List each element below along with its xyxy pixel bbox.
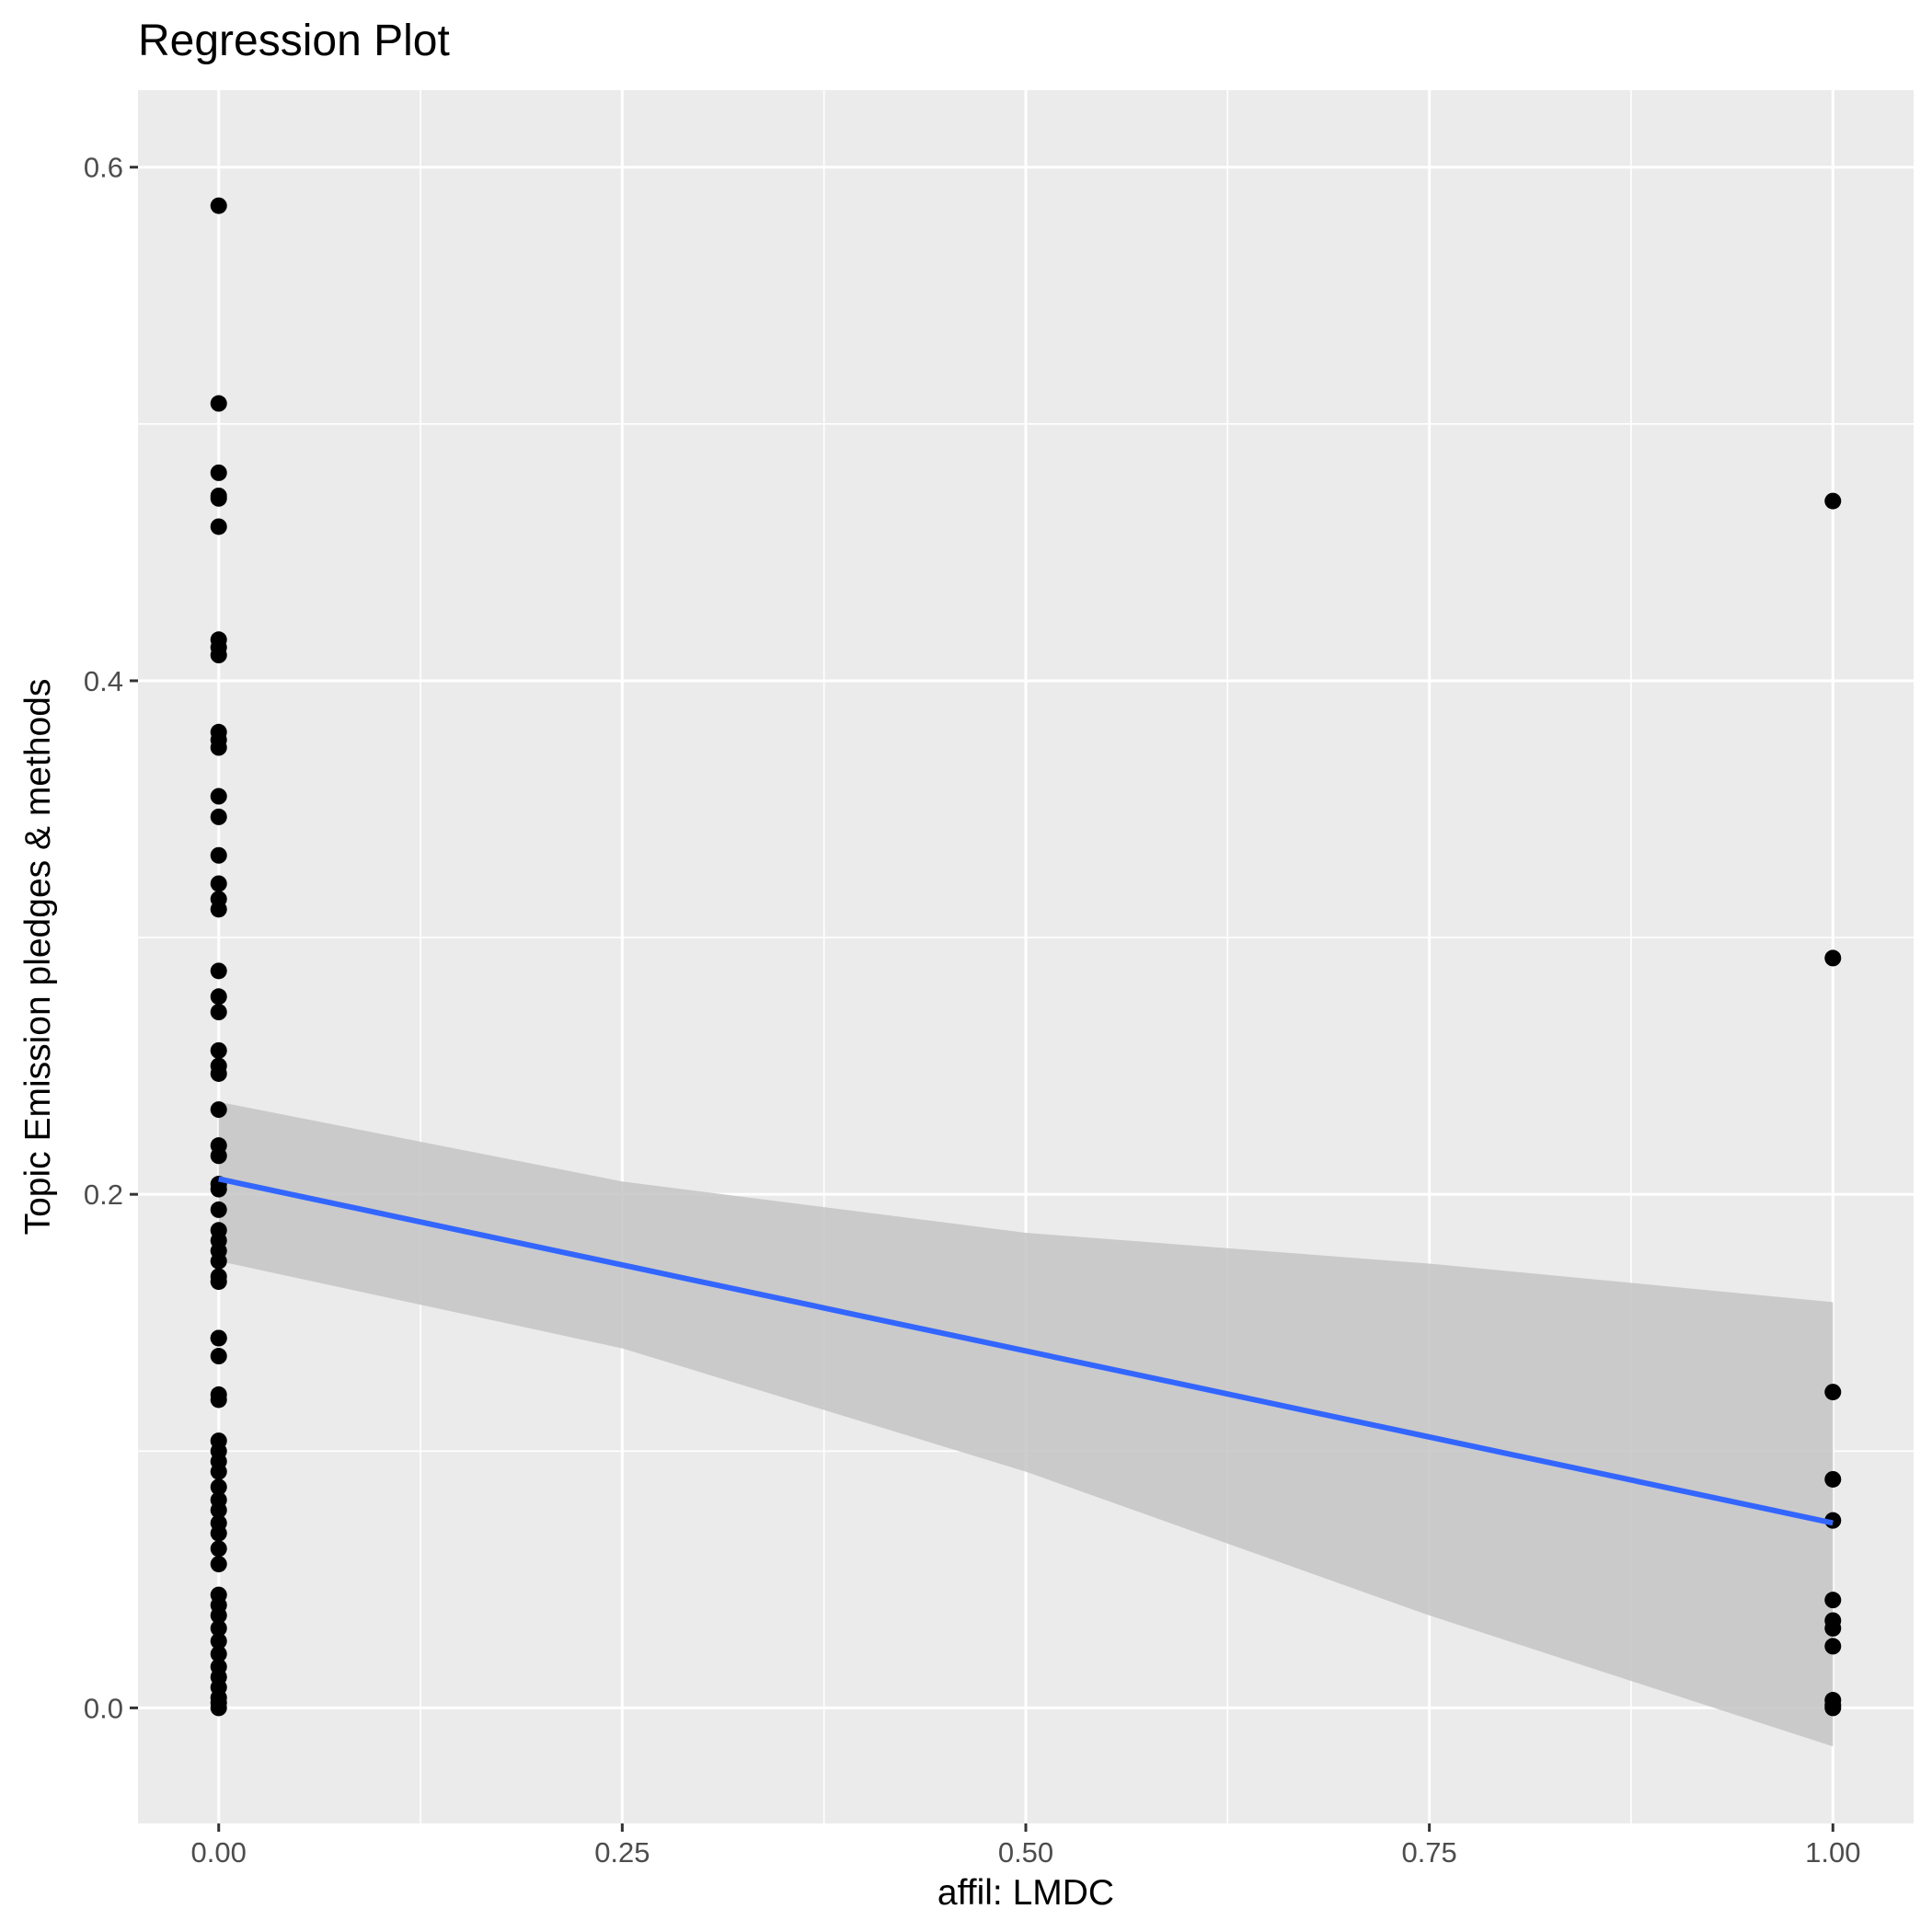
x-tick-label: 0.75	[1401, 1836, 1456, 1869]
y-tick-label: 0.4	[84, 665, 123, 697]
y-tick-label: 0.6	[84, 152, 123, 184]
data-point	[210, 1391, 227, 1409]
x-tick-label: 0.50	[998, 1836, 1053, 1869]
data-point	[1824, 1619, 1842, 1637]
data-point	[210, 1329, 227, 1347]
y-tick-label: 0.2	[84, 1179, 123, 1211]
regression-line	[218, 1176, 1834, 1526]
data-point	[210, 518, 227, 535]
x-tick-label: 0.00	[191, 1836, 247, 1869]
data-point	[210, 1501, 227, 1519]
data-point	[210, 1540, 227, 1558]
data-point	[1824, 1699, 1842, 1717]
data-point	[210, 875, 227, 892]
data-point	[210, 1699, 227, 1717]
data-point	[210, 1273, 227, 1291]
data-point	[1824, 492, 1842, 510]
data-point	[210, 1041, 227, 1059]
data-point	[210, 739, 227, 756]
data-point	[210, 1180, 227, 1198]
data-point	[210, 1101, 227, 1119]
data-point	[210, 962, 227, 980]
data-point	[210, 395, 227, 412]
data-point	[210, 1524, 227, 1542]
data-point	[210, 1478, 227, 1496]
data-point	[210, 808, 227, 825]
data-point	[210, 1147, 227, 1165]
x-axis: 0.00 0.25 0.50 0.75 1.00	[191, 1823, 1860, 1869]
y-tick-label: 0.0	[84, 1692, 123, 1724]
data-point	[210, 901, 227, 918]
x-axis-title: affil: LMDC	[937, 1873, 1114, 1913]
points-at-x0	[210, 197, 227, 1717]
y-axis: 0.0 0.2 0.4 0.6	[84, 152, 138, 1724]
data-point	[1824, 1592, 1842, 1609]
data-point	[1824, 1470, 1842, 1488]
data-point	[210, 1201, 227, 1218]
data-point	[210, 788, 227, 805]
data-point	[210, 647, 227, 664]
y-axis-title: Topic Emission pledges & methods	[18, 679, 58, 1236]
data-point	[210, 1556, 227, 1573]
data-point	[210, 1619, 227, 1637]
data-point	[210, 197, 227, 214]
data-point	[1824, 1384, 1842, 1401]
data-point	[210, 988, 227, 1006]
data-point	[210, 1632, 227, 1650]
data-point	[210, 1252, 227, 1270]
data-point	[210, 1004, 227, 1021]
data-point	[210, 1348, 227, 1365]
chart-title: Regression Plot	[138, 17, 450, 65]
data-point	[210, 1064, 227, 1082]
data-point	[210, 1645, 227, 1662]
data-point	[1824, 1638, 1842, 1655]
data-point	[210, 489, 227, 507]
data-point	[210, 464, 227, 481]
data-point	[210, 1463, 227, 1480]
data-point	[1824, 949, 1842, 967]
points-at-x1	[1824, 492, 1842, 1717]
data-point	[210, 1606, 227, 1624]
x-tick-label: 0.25	[594, 1836, 650, 1869]
x-tick-label: 1.00	[1805, 1836, 1860, 1869]
data-point	[210, 846, 227, 864]
